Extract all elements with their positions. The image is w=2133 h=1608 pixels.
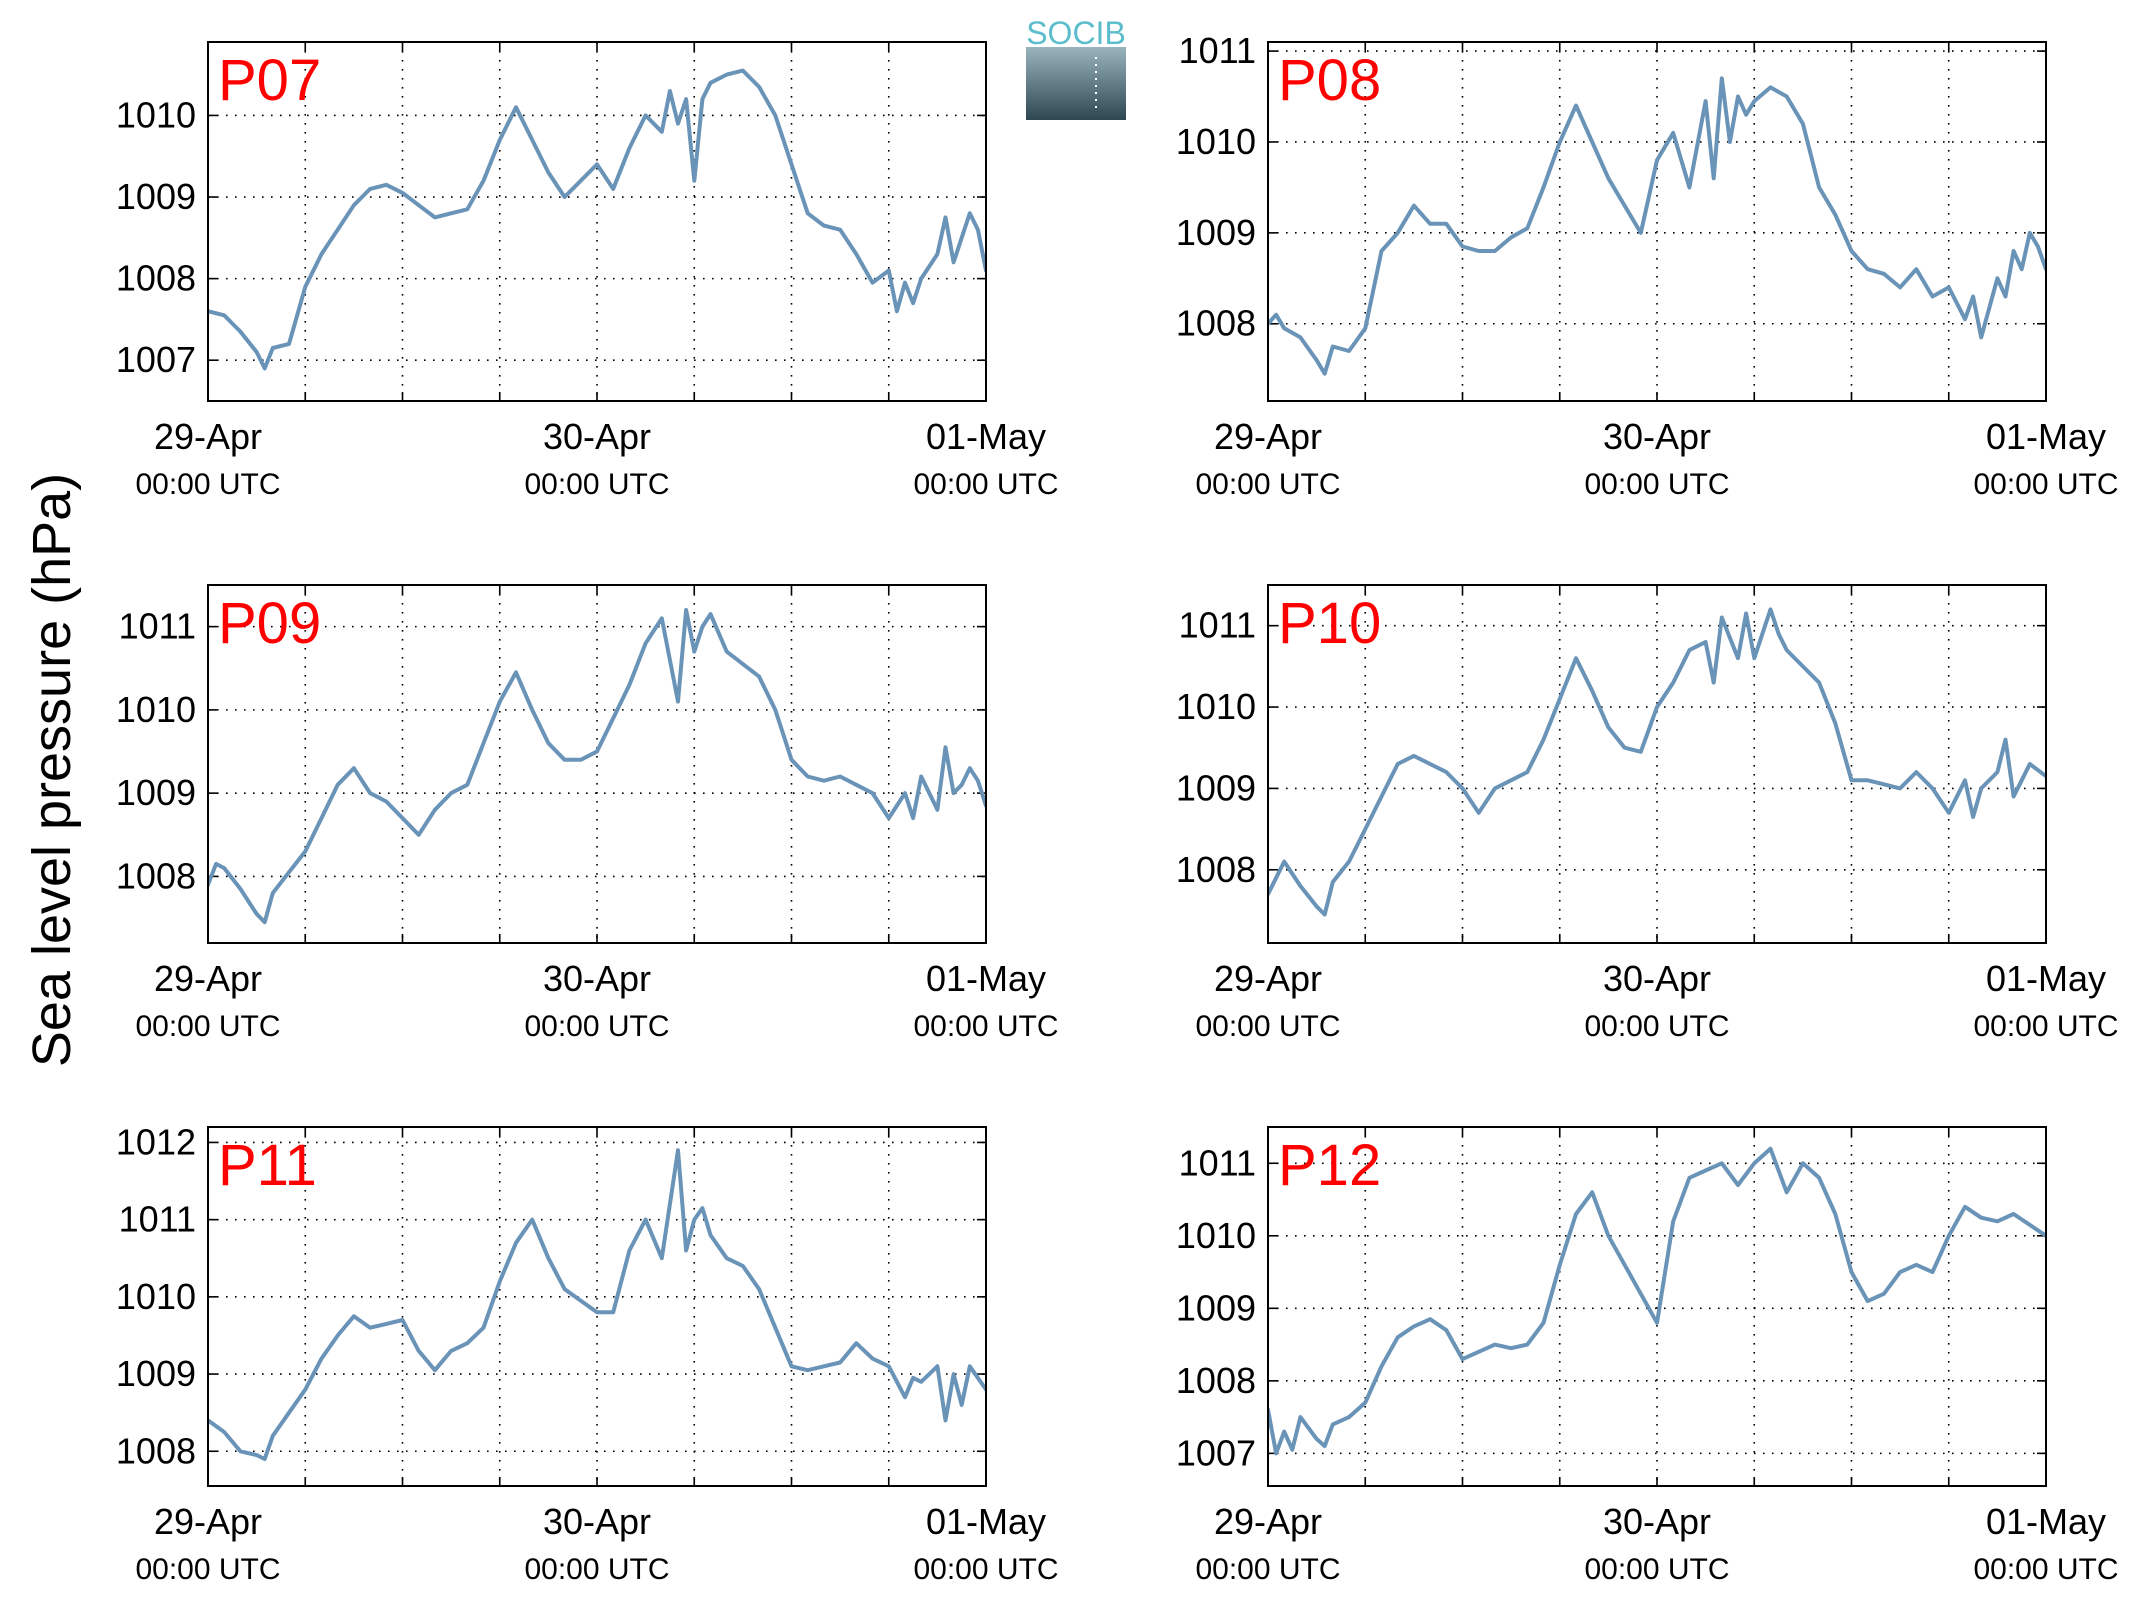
p08-x-tick-time: 00:00 UTC: [1973, 468, 2118, 501]
p10-series-line: [1268, 607, 2046, 917]
p07-x-tick-date: 30-Apr: [543, 416, 651, 457]
p07-x-tick-time: 00:00 UTC: [913, 468, 1058, 501]
p07-y-tick-label: 1009: [116, 176, 196, 217]
p08-y-tick-label: 1008: [1176, 303, 1256, 344]
p08-panel-label: P08: [1278, 48, 1381, 113]
p10-panel-label: P10: [1278, 591, 1381, 656]
p07-x-tick-date: 29-Apr: [154, 416, 262, 457]
p11-x-tick-time: 00:00 UTC: [913, 1553, 1058, 1586]
p07-x-tick-time: 00:00 UTC: [135, 468, 280, 501]
p12-panel-label: P12: [1278, 1133, 1381, 1198]
p09-panel-label: P09: [218, 591, 321, 656]
p10-y-tick-label: 1010: [1176, 686, 1256, 727]
p12-x-tick-date: 01-May: [1986, 1501, 2106, 1542]
p11-y-tick-label: 1010: [116, 1276, 196, 1317]
p10-axes-frame: [1267, 584, 2047, 944]
panel-p09: 1008 1009 1010 1011 29-Apr 00:00 UTC 30-Apr 00:…: [116, 584, 1059, 1043]
p12-x-tick-time: 00:00 UTC: [1584, 1553, 1729, 1586]
p07-panel-label: P07: [218, 48, 321, 113]
p11-x-tick-date: 01-May: [926, 1501, 1046, 1542]
p11-y-tick-label: 1009: [116, 1353, 196, 1394]
p08-y-tick-label: 1010: [1176, 121, 1256, 162]
p12-y-tick-label: 1011: [1179, 1142, 1256, 1183]
p11-y-tick-label: 1011: [119, 1199, 196, 1240]
p10-x-tick-time: 00:00 UTC: [1195, 1010, 1340, 1043]
p09-y-tick-label: 1010: [116, 689, 196, 730]
p10-y-tick-label: 1011: [1179, 605, 1256, 646]
p07-y-tick-label: 1007: [116, 339, 196, 380]
p09-y-tick-label: 1011: [119, 606, 196, 647]
p12-y-tick-label: 1009: [1176, 1287, 1256, 1328]
p11-y-tick-label: 1008: [116, 1430, 196, 1471]
panel-p08: 1008 1009 1010 1011 29-Apr 00:00 UTC 30-Apr 00:…: [1176, 30, 2119, 501]
p11-axes-frame: [207, 1126, 987, 1487]
p09-x-tick-date: 29-Apr: [154, 958, 262, 999]
p07-y-tick-label: 1010: [116, 94, 196, 135]
logo-text: SOCIB: [1026, 15, 1126, 51]
p08-y-tick-label: 1011: [1179, 30, 1256, 71]
p10-x-tick-date: 29-Apr: [1214, 958, 1322, 999]
p12-x-tick-date: 30-Apr: [1603, 1501, 1711, 1542]
p09-x-tick-date: 30-Apr: [543, 958, 651, 999]
p12-y-tick-label: 1010: [1176, 1215, 1256, 1256]
panel-p12: 1007 1008 1009 1010 1011 29-Apr 00:00 UTC 30-Ap…: [1176, 1126, 2119, 1586]
socib-logo: SOCIB: [1026, 15, 1126, 120]
p09-x-tick-time: 00:00 UTC: [913, 1010, 1058, 1043]
panel-p11: 1008 1009 1010 1011 1012 29-Apr 00:00 UTC 30-Ap…: [116, 1121, 1059, 1586]
logo-gradient-block: [1026, 47, 1126, 120]
p10-x-tick-time: 00:00 UTC: [1584, 1010, 1729, 1043]
p08-series-line: [1268, 76, 2046, 376]
p11-series-line: [208, 1148, 986, 1461]
p11-x-tick-date: 29-Apr: [154, 1501, 262, 1542]
p09-y-tick-label: 1009: [116, 772, 196, 813]
p08-x-tick-date: 01-May: [1986, 416, 2106, 457]
p07-series-line: [208, 68, 986, 371]
p09-x-tick-time: 00:00 UTC: [524, 1010, 669, 1043]
p08-axes-frame: [1267, 41, 2047, 402]
panel-p10: 1008 1009 1010 1011 29-Apr 00:00 UTC 30-Apr 00:…: [1176, 584, 2119, 1043]
p07-x-tick-time: 00:00 UTC: [524, 468, 669, 501]
p11-panel-label: P11: [218, 1133, 317, 1198]
p12-x-tick-time: 00:00 UTC: [1973, 1553, 2118, 1586]
p08-y-tick-label: 1009: [1176, 212, 1256, 253]
p08-x-tick-date: 29-Apr: [1214, 416, 1322, 457]
p11-x-tick-date: 30-Apr: [543, 1501, 651, 1542]
p11-x-tick-time: 00:00 UTC: [524, 1553, 669, 1586]
p12-y-tick-label: 1007: [1176, 1432, 1256, 1473]
p08-x-tick-time: 00:00 UTC: [1195, 468, 1340, 501]
panel-p07: 1007 1008 1009 1010 29-Apr 00:00 UTC 30-Apr 00:…: [116, 41, 1059, 501]
p08-x-tick-time: 00:00 UTC: [1584, 468, 1729, 501]
p07-x-tick-date: 01-May: [926, 416, 1046, 457]
p08-x-tick-date: 30-Apr: [1603, 416, 1711, 457]
p09-series-line: [208, 608, 986, 925]
panels-group: 1007 1008 1009 1010 29-Apr 00:00 UTC 30-Apr 00:…: [116, 30, 2119, 1586]
p11-x-tick-time: 00:00 UTC: [135, 1553, 280, 1586]
p09-x-tick-date: 01-May: [926, 958, 1046, 999]
p12-y-tick-label: 1008: [1176, 1360, 1256, 1401]
p10-y-tick-label: 1009: [1176, 767, 1256, 808]
p12-x-tick-time: 00:00 UTC: [1195, 1553, 1340, 1586]
p10-x-tick-date: 01-May: [1986, 958, 2106, 999]
p10-x-tick-time: 00:00 UTC: [1973, 1010, 2118, 1043]
p09-x-tick-time: 00:00 UTC: [135, 1010, 280, 1043]
p07-axes-frame: [207, 41, 987, 402]
y-axis-label: Sea level pressure (hPa): [22, 473, 82, 1067]
p10-x-tick-date: 30-Apr: [1603, 958, 1711, 999]
p12-x-tick-date: 29-Apr: [1214, 1501, 1322, 1542]
p07-y-tick-label: 1008: [116, 258, 196, 299]
p12-axes-frame: [1267, 1126, 2047, 1487]
p09-axes-frame: [207, 584, 987, 944]
p09-y-tick-label: 1008: [116, 855, 196, 896]
p11-y-tick-label: 1012: [116, 1121, 196, 1162]
p12-series-line: [1268, 1146, 2046, 1456]
p10-y-tick-label: 1008: [1176, 849, 1256, 890]
